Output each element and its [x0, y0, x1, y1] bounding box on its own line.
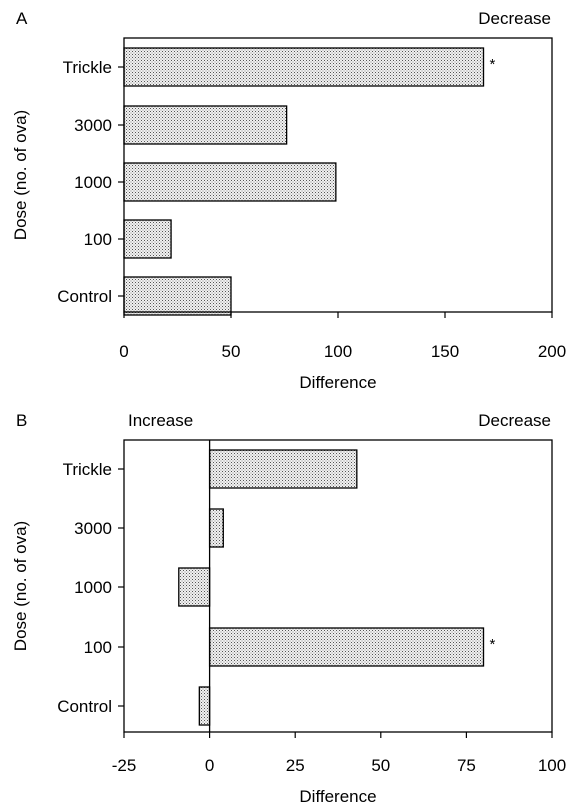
- bars: [178, 449, 485, 726]
- chart-panel-b: B Increase Decrease * Trickle30001000100…: [11, 411, 566, 806]
- bar-1000: [123, 162, 337, 202]
- annotations: *: [490, 636, 496, 653]
- x-tick-label: 50: [371, 756, 390, 775]
- y-tick-label: 3000: [74, 519, 112, 538]
- bar-3000: [208, 508, 224, 548]
- y-tick-label: 100: [84, 230, 112, 249]
- x-tick-label: 200: [538, 342, 566, 361]
- x-tick-label: 75: [457, 756, 476, 775]
- bar-trickle: [208, 449, 358, 489]
- x-tick-label: -25: [112, 756, 137, 775]
- x-axis-label: Difference: [299, 787, 376, 806]
- y-tick-label: 1000: [74, 173, 112, 192]
- y-ticks: Trickle 3000 1000 100 Control: [57, 460, 124, 716]
- y-tick-label: Control: [57, 697, 112, 716]
- annotations: *: [490, 56, 496, 73]
- increase-note: Increase: [128, 411, 193, 430]
- bar-control: [198, 686, 211, 726]
- bar-trickle: [123, 47, 485, 87]
- decrease-note: Decrease: [478, 9, 551, 28]
- y-tick-label: 1000: [74, 578, 112, 597]
- bars: [123, 47, 485, 316]
- panel-label: B: [16, 411, 27, 430]
- bar-control: [123, 276, 232, 316]
- x-tick-label: 50: [222, 342, 241, 361]
- panel-label: A: [16, 9, 28, 28]
- y-tick-label: Control: [57, 287, 112, 306]
- decrease-note: Decrease: [478, 411, 551, 430]
- x-tick-label: 0: [119, 342, 128, 361]
- significance-marker: *: [490, 56, 496, 73]
- y-tick-label: 3000: [74, 116, 112, 135]
- x-axis-label: Difference: [299, 373, 376, 392]
- x-tick-label: 100: [538, 756, 566, 775]
- bar-100: [123, 219, 172, 259]
- bar-100: [208, 627, 485, 667]
- x-tick-label: 25: [286, 756, 305, 775]
- y-tick-label: Trickle: [63, 460, 112, 479]
- plot-frame: [123, 439, 553, 733]
- y-axis-label: Dose (no. of ova): [11, 110, 30, 240]
- y-tick-label: 100: [84, 638, 112, 657]
- bar-3000: [123, 105, 288, 145]
- significance-marker: *: [490, 636, 496, 653]
- y-axis-label: Dose (no. of ova): [11, 521, 30, 651]
- bar-1000: [178, 567, 211, 607]
- x-tick-label: 100: [324, 342, 352, 361]
- x-tick-label: 0: [205, 756, 214, 775]
- x-ticks: 0 50 100 150 200: [119, 312, 566, 361]
- x-tick-label: 150: [431, 342, 459, 361]
- x-ticks: -25 0 25 50 75 100: [112, 732, 566, 775]
- y-ticks: Trickle 3000 1000 100 Control: [57, 58, 124, 306]
- y-tick-label: Trickle: [63, 58, 112, 77]
